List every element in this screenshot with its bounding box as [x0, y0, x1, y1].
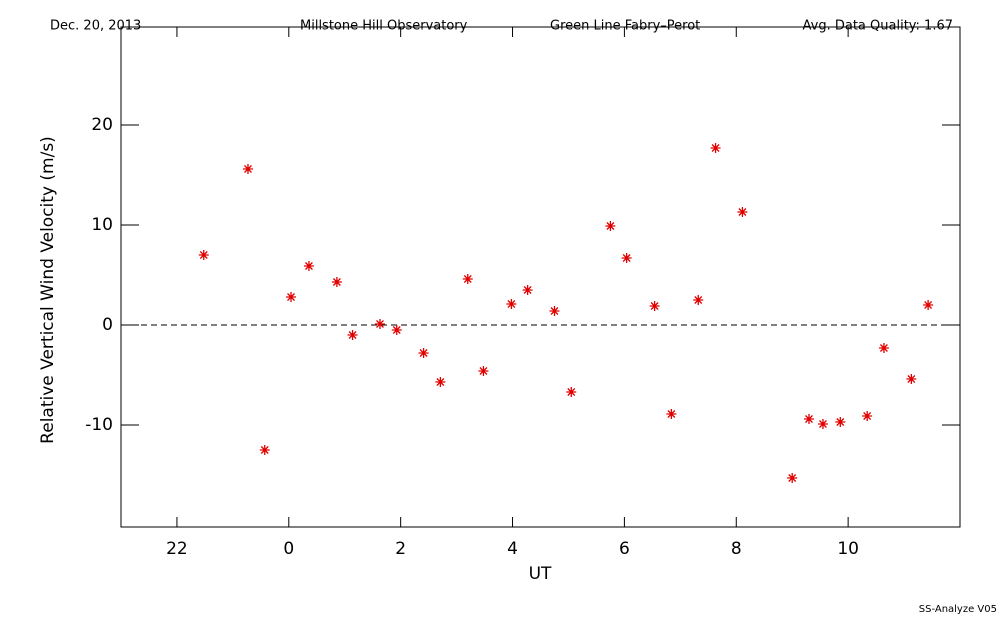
point	[649, 301, 660, 311]
point	[862, 411, 873, 421]
y-tick-label: 0	[102, 315, 113, 335]
x-tick-label: 6	[619, 539, 630, 559]
point	[478, 366, 489, 376]
x-tick-label: 0	[283, 539, 294, 559]
point	[835, 417, 846, 427]
point	[418, 348, 429, 358]
point	[435, 377, 446, 387]
point	[710, 143, 721, 153]
x-tick-label: 10	[837, 539, 859, 559]
point	[347, 330, 358, 340]
point	[522, 285, 533, 295]
point	[878, 343, 889, 353]
point	[817, 419, 828, 429]
point	[303, 261, 314, 271]
y-axis-label: Relative Vertical Wind Velocity (m/s)	[38, 136, 58, 444]
y-tick-label: -10	[85, 415, 113, 435]
x-tick-label: 22	[166, 539, 188, 559]
point	[621, 253, 632, 263]
point	[242, 164, 253, 174]
point	[391, 325, 402, 335]
point	[787, 473, 798, 483]
header-site: Millstone Hill Observatory	[300, 19, 468, 34]
point	[506, 299, 517, 309]
point	[923, 300, 934, 310]
header-instrument: Green Line Fabry–Perot	[550, 19, 700, 34]
point	[331, 277, 342, 287]
header-date: Dec. 20, 2013	[50, 19, 141, 34]
point	[374, 319, 385, 329]
y-tick-label: 20	[91, 115, 113, 135]
point	[803, 414, 814, 424]
point	[693, 295, 704, 305]
point	[549, 306, 560, 316]
point	[666, 409, 677, 419]
point	[737, 207, 748, 217]
x-tick-label: 4	[507, 539, 518, 559]
point	[259, 445, 270, 455]
x-tick-label: 8	[731, 539, 742, 559]
point	[286, 292, 297, 302]
point	[605, 221, 616, 231]
point	[462, 274, 473, 284]
footer: SS-Analyze V05	[919, 604, 997, 615]
y-tick-label: 10	[91, 215, 113, 235]
point	[198, 250, 209, 260]
x-tick-label: 2	[395, 539, 406, 559]
x-axis-label: UT	[529, 564, 552, 584]
header-quality: Avg. Data Quality: 1.67	[803, 19, 953, 34]
plot-frame	[120, 26, 961, 528]
point	[906, 374, 917, 384]
point	[566, 387, 577, 397]
